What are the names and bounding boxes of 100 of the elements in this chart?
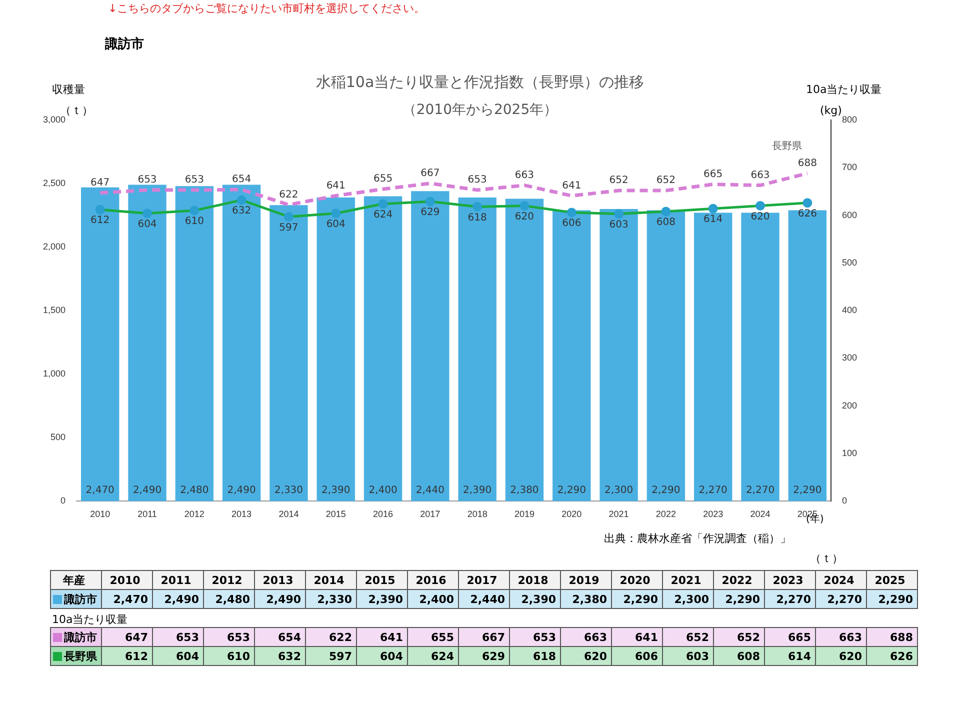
text: 2,490 (164, 592, 199, 606)
text: 2,390 (521, 592, 556, 606)
data-label: 632 (232, 206, 252, 217)
text: 2,270 (776, 592, 811, 606)
data-label: 2,470 (86, 484, 114, 496)
text: 632 (278, 650, 301, 662)
y2-tick-label: 700 (842, 162, 858, 172)
x-tick-label: 2021 (608, 509, 629, 520)
text: 2,300 (674, 592, 709, 606)
data-label: 2,490 (132, 484, 162, 496)
text: 610 (227, 650, 250, 662)
x-tick-label: 2019 (514, 509, 534, 520)
text: 2,490 (266, 592, 301, 606)
text: 618 (533, 650, 556, 662)
x-tick-label: 2022 (656, 509, 676, 520)
data-label: 2,490 (227, 484, 256, 496)
data-label: 2,300 (604, 484, 634, 496)
text: 620 (839, 650, 862, 662)
data-label: 610 (184, 216, 204, 228)
data-label: 2,390 (322, 484, 350, 496)
y2-tick-label: 100 (842, 448, 858, 458)
data-label: 653 (184, 174, 204, 186)
y2-tick-label: 300 (842, 352, 858, 363)
data-label: 663 (750, 170, 770, 181)
text: 604 (380, 650, 403, 662)
data-label: 614 (704, 214, 723, 226)
text: 2,290 (623, 592, 658, 606)
data-label: 612 (90, 215, 110, 226)
text: 665 (788, 630, 811, 644)
category-label: 2024 (824, 574, 854, 586)
data-label: 2,270 (698, 484, 728, 496)
text: 663 (584, 630, 607, 644)
text: 2,290 (725, 592, 760, 606)
text: 612 (125, 650, 148, 662)
x-tick-label: 2012 (184, 509, 204, 520)
text: 667 (482, 630, 505, 644)
data-label: 647 (90, 178, 110, 188)
category-label: 2011 (160, 574, 192, 586)
chart-title: 水稲10a当たり収量と作況指数（長野県）の推移 (316, 73, 644, 91)
text: 597 (329, 650, 352, 662)
text: 2,400 (419, 592, 454, 606)
category-label: 2013 (262, 574, 294, 586)
text: 2,480 (215, 592, 250, 606)
data-label: 604 (326, 218, 346, 230)
legend-label: 諏訪市 (64, 630, 97, 644)
text: 620 (584, 650, 607, 662)
data-label: 626 (798, 208, 817, 220)
y-tick-label: 2,500 (42, 178, 66, 188)
data-label: 2,270 (746, 484, 775, 496)
text: 653 (227, 630, 250, 644)
text: 653 (533, 630, 556, 644)
y2-tick-label: 600 (842, 210, 858, 220)
y-tick-label: 1,000 (42, 368, 66, 379)
text: 653 (176, 630, 199, 644)
data-label: 2,290 (793, 484, 822, 496)
text: 諏訪市 (105, 36, 144, 54)
data-label: 620 (514, 211, 534, 222)
category-label: 2012 (212, 574, 242, 586)
text: 647 (125, 630, 148, 644)
text: 641 (635, 630, 658, 644)
data-label: 2,290 (652, 484, 680, 496)
y-axis-title: 収穫量（ｔ） (52, 83, 93, 117)
data-label: 641 (326, 180, 346, 192)
data-label: 663 (514, 170, 534, 181)
category-label: 2015 (364, 574, 396, 586)
text: 2,270 (827, 592, 862, 606)
data-label: 622 (279, 189, 298, 200)
x-tick-label: 2015 (326, 509, 346, 520)
data-label: 652 (656, 175, 676, 186)
legend-label: 諏訪市 (64, 592, 97, 606)
text: 622 (329, 630, 352, 644)
data-label: 654 (232, 174, 252, 186)
text: ↓こちらのタブからご覧になりたい市町村を選択してください。 (108, 2, 426, 17)
x-tick-label: 2014 (278, 509, 299, 520)
category-label: 2020 (620, 574, 650, 586)
text: 2,390 (368, 592, 403, 606)
text: （ｔ） (810, 552, 843, 567)
y2-axis-title: 10a当たり収量(kg) (806, 83, 882, 117)
text: 2,440 (470, 592, 505, 606)
text: 652 (686, 630, 709, 644)
text: 641 (380, 630, 403, 644)
x-tick-label: 2024 (750, 509, 770, 520)
category-label: 2023 (772, 574, 804, 586)
category-label: 2019 (568, 574, 600, 586)
y-tick-label: 0 (60, 496, 66, 506)
data-label: 597 (279, 222, 298, 234)
text: 652 (737, 630, 760, 644)
x-tick-label: 2010 (90, 509, 110, 520)
data-label: 655 (373, 174, 393, 185)
x-tick-label: 2017 (420, 509, 440, 520)
data-label: 2,400 (368, 484, 398, 496)
y-tick-label: 500 (50, 432, 66, 442)
data-label: 2,330 (274, 484, 304, 496)
data-label: 688 (798, 158, 817, 169)
text: 604 (176, 650, 199, 662)
y2-tick-label: 0 (842, 496, 847, 506)
text: 2,330 (317, 592, 352, 606)
category-label: 2022 (722, 574, 752, 586)
data-label: 618 (468, 212, 487, 224)
y-tick-label: 1,500 (42, 305, 66, 316)
